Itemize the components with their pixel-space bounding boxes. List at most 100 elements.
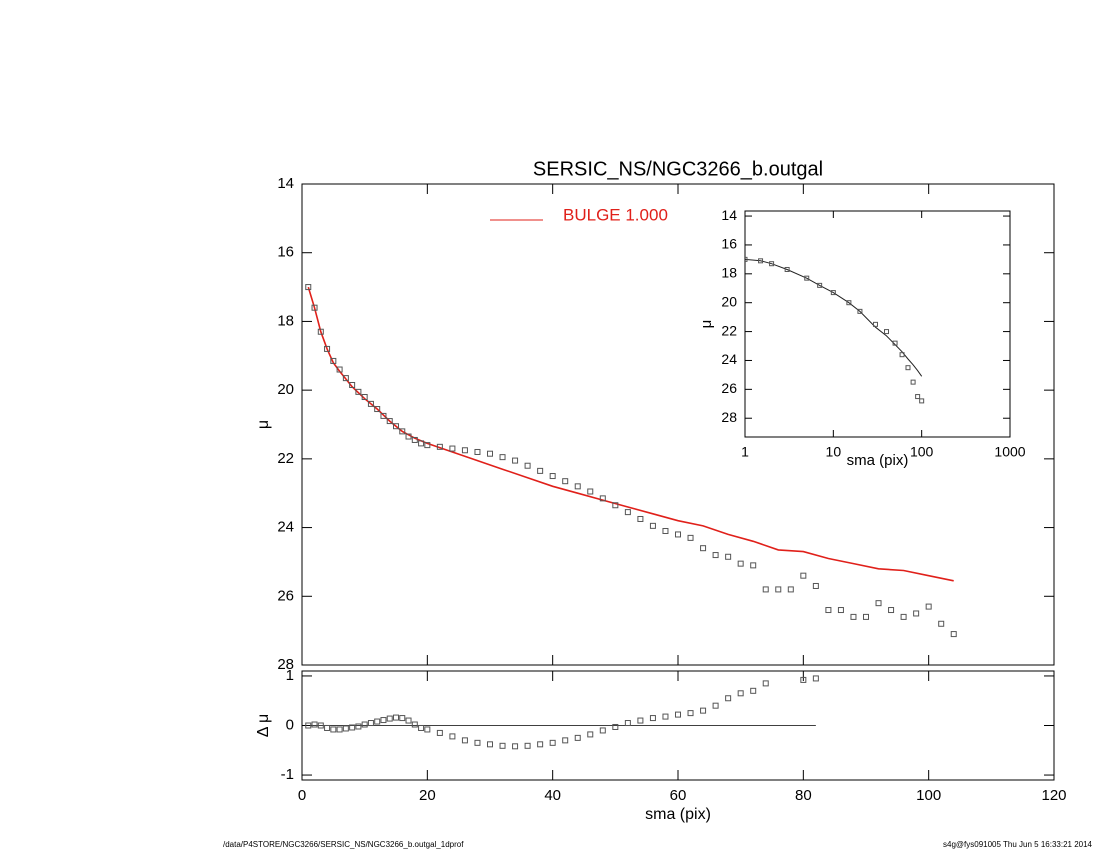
data-point — [875, 600, 882, 607]
data-point — [487, 741, 493, 748]
data-point — [784, 266, 790, 272]
data-point — [800, 676, 807, 683]
plot-frame — [301, 183, 1055, 666]
y-tick-label: 24 — [277, 519, 294, 536]
data-point — [349, 724, 356, 731]
y-tick-label: -1 — [281, 766, 294, 783]
x-tick-label: 0 — [298, 787, 306, 804]
data-point — [745, 256, 748, 262]
data-point — [512, 457, 519, 464]
model-line — [745, 258, 923, 377]
y-tick-label: 28 — [721, 409, 737, 425]
x-tick-label: 1000 — [994, 444, 1025, 460]
data-point — [899, 352, 905, 358]
data-point — [317, 722, 324, 729]
y-tick-label: 22 — [721, 322, 737, 338]
data-point — [775, 586, 782, 593]
data-point — [380, 717, 387, 724]
data-point — [562, 737, 569, 744]
data-point — [649, 522, 656, 529]
data-point — [599, 495, 606, 502]
data-point — [374, 406, 381, 413]
data-point — [919, 398, 925, 404]
data-point — [380, 412, 387, 419]
data-point — [649, 715, 656, 722]
data-point — [499, 454, 506, 461]
data-point — [925, 603, 932, 610]
data-point — [850, 613, 857, 620]
data-point — [687, 710, 694, 717]
data-point — [587, 488, 594, 495]
data-point — [687, 534, 694, 541]
data-point — [449, 445, 456, 452]
y-tick-label: 18 — [277, 312, 294, 329]
data-point — [857, 308, 863, 314]
data-point — [624, 509, 631, 516]
data-point — [393, 714, 399, 721]
data-point — [399, 428, 406, 435]
data-point — [418, 440, 425, 447]
data-point — [900, 613, 907, 620]
data-point — [336, 726, 343, 733]
data-point — [700, 707, 707, 714]
data-point — [725, 695, 732, 702]
data-point — [324, 345, 331, 352]
data-point — [418, 724, 425, 731]
legend-label: BULGE 1.000 — [563, 205, 668, 224]
data-point — [574, 483, 581, 490]
data-point — [399, 715, 406, 722]
data-point — [587, 731, 594, 738]
data-point — [830, 290, 836, 296]
data-point — [624, 720, 631, 727]
data-point — [675, 711, 681, 718]
data-point — [800, 572, 807, 579]
data-point — [737, 560, 744, 567]
data-point — [324, 724, 331, 731]
data-point — [825, 607, 832, 614]
plot-frame — [744, 210, 1011, 438]
data-point — [817, 282, 823, 288]
data-point — [863, 613, 869, 620]
data-point — [737, 690, 744, 697]
data-point — [311, 304, 318, 311]
footer-right: s4g@fys091005 Thu Jun 5 16:33:21 2014 — [943, 840, 1093, 849]
x-tick-label: 120 — [1041, 787, 1066, 804]
plot-area — [302, 675, 819, 750]
data-point — [342, 725, 349, 732]
data-point — [915, 394, 921, 400]
data-point — [367, 720, 374, 727]
x-tick-label: 40 — [544, 787, 561, 804]
data-point — [837, 607, 844, 614]
data-point — [549, 739, 556, 746]
data-point — [524, 462, 531, 469]
data-point — [574, 734, 581, 741]
data-point — [872, 321, 878, 327]
y-tick-label: 16 — [721, 236, 737, 252]
data-point — [461, 447, 468, 454]
data-point — [512, 743, 519, 750]
data-point — [712, 702, 719, 709]
data-point — [712, 552, 719, 559]
data-point — [449, 733, 456, 740]
data-point — [386, 418, 393, 425]
y-tick-label: 28 — [277, 656, 294, 673]
plot-area — [745, 256, 925, 404]
data-point — [662, 528, 669, 535]
data-point — [562, 478, 569, 485]
data-point — [662, 713, 669, 720]
x-tick-label: 10 — [826, 444, 842, 460]
data-point — [612, 723, 619, 730]
data-point — [436, 443, 443, 450]
y-tick-label: 24 — [721, 351, 737, 367]
data-point — [537, 467, 544, 474]
data-point — [524, 742, 531, 749]
y-tick-label: 20 — [277, 381, 294, 398]
data-point — [361, 394, 368, 401]
y-axis-label: Δ μ — [255, 714, 272, 737]
data-point — [913, 610, 920, 617]
data-point — [549, 473, 556, 480]
data-point — [393, 423, 399, 430]
data-point — [474, 448, 481, 455]
y-tick-label: 0 — [286, 716, 294, 733]
